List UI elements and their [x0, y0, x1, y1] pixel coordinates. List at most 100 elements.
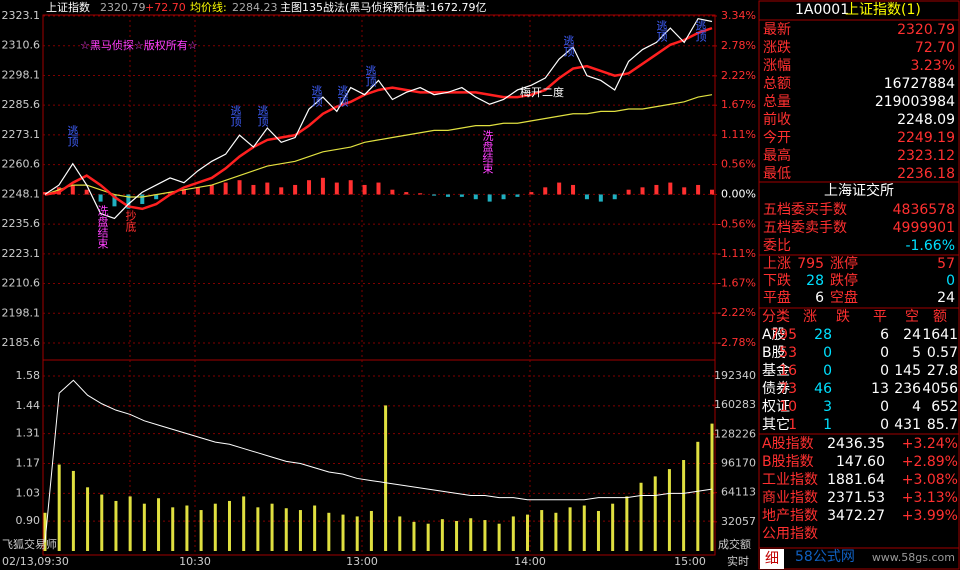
time-label: 实时 [727, 554, 749, 568]
volume-bar [455, 520, 459, 551]
y2-tick-label: 1.11% [721, 128, 756, 141]
macd-bar [362, 184, 367, 195]
index-cell: 商业指数 [762, 490, 818, 506]
y-tick-label: 2210.6 [2, 277, 41, 290]
table-cell: 1 [788, 417, 797, 433]
table-cell: 0 [880, 417, 889, 433]
annotation: 逃顶 [364, 65, 377, 88]
macd-bar [459, 194, 464, 197]
quote-value: 72.70 [915, 40, 955, 56]
breadth-value: 24 [937, 290, 955, 306]
table-cell: 1641 [922, 327, 958, 343]
quote-label: 最高 [763, 147, 791, 164]
volume-bar [71, 470, 75, 551]
macd-bar [612, 194, 617, 200]
y-tick-label: 1.58 [16, 369, 41, 382]
volume-bar [398, 516, 402, 551]
price-line [44, 17, 713, 220]
table-cell: 73 [779, 381, 797, 397]
y-tick-label: 2223.1 [2, 247, 41, 260]
y-tick-label: 2310.6 [2, 39, 41, 52]
panel-label: 飞狐交易师 [2, 537, 57, 551]
annotation: 逃顶 [694, 20, 707, 43]
macd-bar [320, 177, 325, 195]
index-cell: 3472.27 [827, 508, 885, 524]
macd-bar [557, 182, 562, 195]
macd-bar [223, 182, 228, 195]
quote-value: 2323.12 [897, 148, 955, 164]
macd-bar [640, 187, 645, 195]
macd-bar [307, 180, 312, 195]
table-cell: 46 [814, 381, 832, 397]
exchange-value: 4999901 [893, 220, 955, 236]
index-cell: A股指数 [762, 436, 814, 452]
table-cell: 4056 [922, 381, 958, 397]
table-cell: 4 [912, 399, 921, 415]
table-cell: 28 [814, 327, 832, 343]
y-tick-label: 1.31 [16, 427, 41, 440]
index-cell: 1881.64 [827, 472, 885, 488]
table-cell: 16 [779, 363, 797, 379]
table-cell: 其它 [762, 416, 790, 433]
y-tick-label: 2285.6 [2, 98, 41, 111]
table-cell: 债券 [762, 381, 790, 397]
chart-frame [42, 14, 716, 556]
volume-bar [696, 441, 700, 551]
ma-line [44, 26, 713, 211]
time-label: 15:00 [674, 555, 706, 568]
y-tick-label: 2298.1 [2, 68, 41, 81]
table-header: 空 [905, 309, 919, 325]
volume-bar [554, 512, 558, 551]
header-price: 2320.79 [100, 1, 146, 14]
quote-value: 2320.79 [897, 22, 955, 38]
volume-bar [625, 496, 629, 551]
table-header: 额 [933, 309, 947, 325]
volume-bar [582, 505, 586, 551]
macd-bar [710, 189, 714, 195]
quote-value: 3.23% [911, 58, 955, 74]
table-cell: 145 [894, 363, 921, 379]
exchange-label: 五档委卖手数 [763, 220, 847, 236]
annotation: 抄底 [124, 209, 137, 232]
tab[interactable] [760, 549, 784, 569]
volume-bar [227, 500, 231, 551]
macd-bar [293, 184, 298, 195]
y-tick-label: 2323.1 [2, 9, 41, 22]
volume-bar [114, 500, 118, 551]
volume-bar [270, 503, 274, 551]
macd-bar [181, 189, 186, 195]
macd-bar [279, 187, 284, 195]
y-tick-label: 2248.1 [2, 187, 41, 200]
table-cell: 652 [931, 399, 958, 415]
tab-label[interactable]: 细 [765, 551, 779, 567]
volume-bar [313, 505, 317, 551]
volume-bar [469, 518, 473, 551]
volume-bar [440, 519, 444, 551]
macd-bar [376, 182, 381, 195]
header-forecast-label: 预估量: [393, 1, 430, 14]
volume-bar [639, 482, 643, 551]
table-cell: 3 [823, 399, 832, 415]
table-cell: 0 [823, 345, 832, 361]
macd-bar [682, 187, 687, 195]
table-cell: 24 [903, 327, 921, 343]
table-header: 平 [873, 309, 887, 325]
index-cell: 2436.35 [827, 436, 885, 452]
table-cell: 795 [770, 327, 797, 343]
macd-bar [112, 194, 117, 207]
table-cell: 0 [880, 363, 889, 379]
annotation: 逃顶 [655, 20, 668, 43]
volume-bar [653, 476, 657, 551]
header-name: 上证指数 [46, 0, 90, 14]
quote-label: 总额 [763, 76, 791, 92]
volume-bar [185, 505, 189, 551]
volume-bar [171, 507, 175, 551]
macd-bar [43, 192, 47, 195]
macd-bar [543, 187, 548, 195]
breadth-label: 涨停 [830, 255, 858, 272]
y-tick-label: 1.17 [16, 457, 41, 470]
quote-label: 今开 [763, 130, 791, 146]
